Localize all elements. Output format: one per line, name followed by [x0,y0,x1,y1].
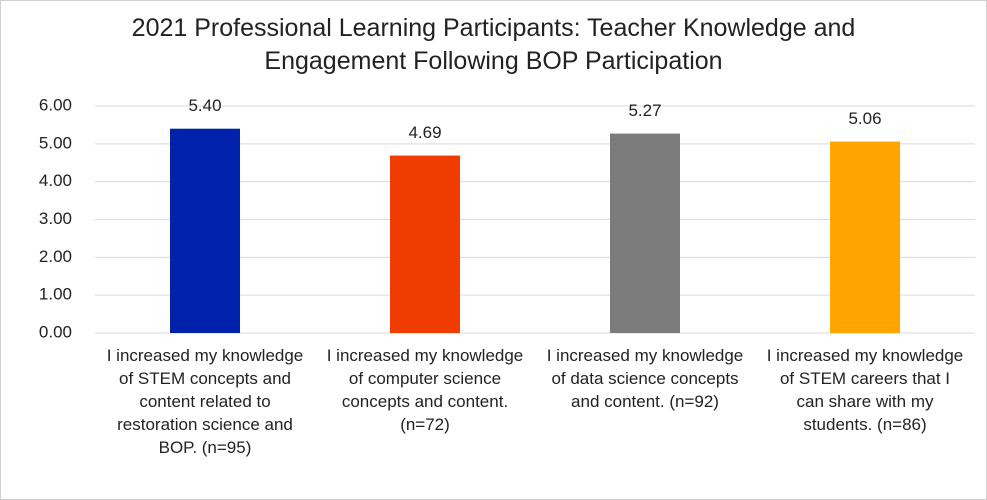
x-tick-label: I increased my knowledge of STEM careers… [766,346,964,434]
y-tick-label: 3.00 [39,209,72,228]
x-tick-label: I increased my knowledge of computer sci… [326,346,524,434]
bar [390,155,460,333]
bar [610,133,680,333]
bar [830,141,900,333]
y-tick-label: 4.00 [39,171,72,190]
x-tick-label: I increased my knowledge of STEM concept… [106,346,304,457]
y-tick-label: 0.00 [39,322,72,341]
data-label: 4.69 [408,123,441,142]
y-tick-label: 6.00 [39,95,72,114]
data-label: 5.06 [848,109,881,128]
bar [170,128,240,333]
data-label: 5.40 [188,96,221,115]
y-tick-label: 2.00 [39,247,72,266]
chart-title: 2021 Professional Learning Participants:… [131,14,856,75]
y-tick-label: 1.00 [39,285,72,304]
y-tick-label: 5.00 [39,133,72,152]
x-tick-label: I increased my knowledge of data science… [546,346,744,411]
data-label: 5.27 [628,101,661,120]
